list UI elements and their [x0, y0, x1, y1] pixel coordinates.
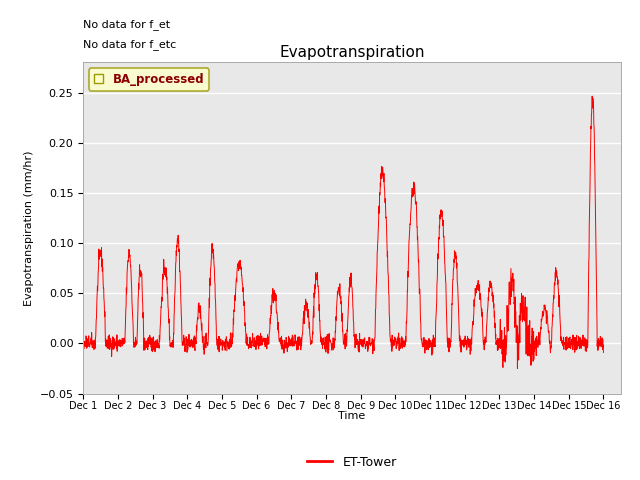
Title: Evapotranspiration: Evapotranspiration: [279, 45, 425, 60]
Legend: ET-Tower: ET-Tower: [302, 451, 402, 474]
Text: No data for f_et: No data for f_et: [83, 19, 170, 30]
Text: No data for f_etc: No data for f_etc: [83, 39, 177, 50]
Legend: BA_processed: BA_processed: [89, 68, 209, 91]
X-axis label: Time: Time: [339, 411, 365, 421]
Y-axis label: Evapotranspiration (mm/hr): Evapotranspiration (mm/hr): [24, 150, 34, 306]
